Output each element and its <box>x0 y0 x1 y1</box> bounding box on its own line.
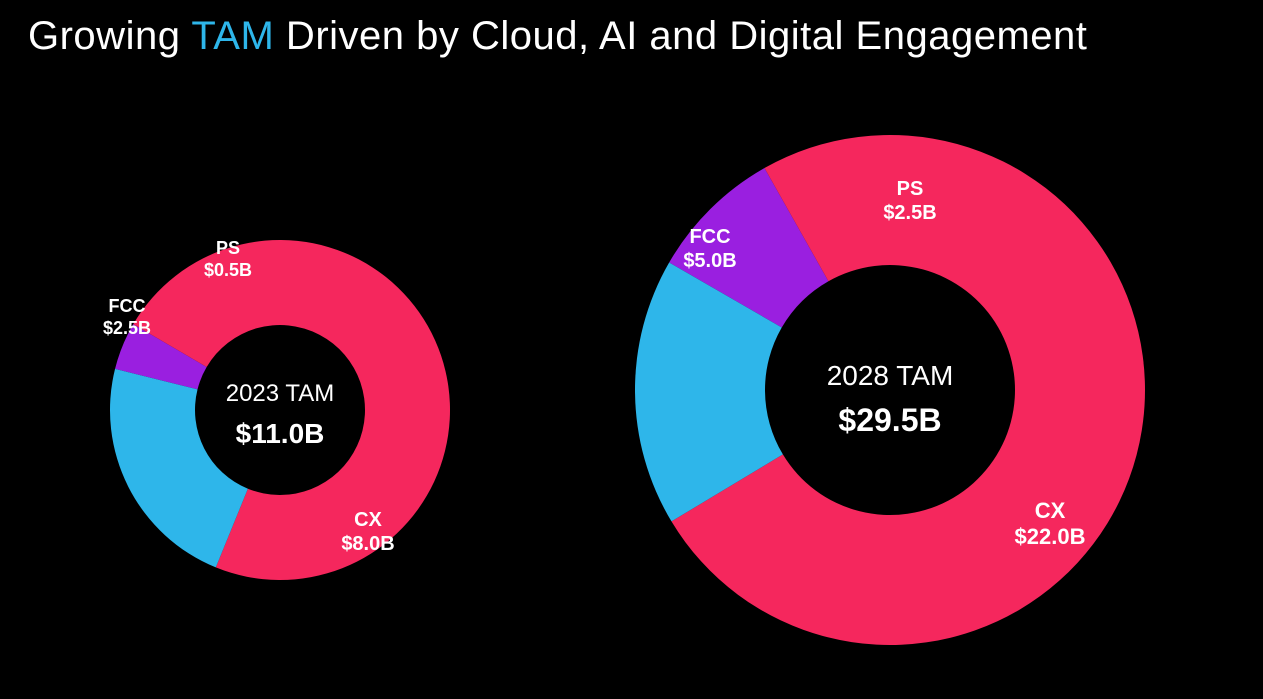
segment-name: PS <box>870 177 950 201</box>
segment-name: CX <box>328 508 408 532</box>
title-accent: TAM <box>191 14 274 58</box>
title-pre: Growing <box>28 14 191 58</box>
page-title: Growing TAM Driven by Cloud, AI and Digi… <box>28 14 1087 59</box>
segment-name: PS <box>188 238 268 260</box>
donut-center-title: 2023 TAM <box>180 380 380 408</box>
title-post: Driven by Cloud, AI and Digital Engageme… <box>274 14 1087 58</box>
segment-label-fcc: FCC$2.5B <box>87 296 167 339</box>
segment-value: $2.5B <box>870 201 950 225</box>
donut-center-label: 2028 TAM $29.5B <box>790 360 990 439</box>
segment-label-cx: CX$8.0B <box>328 508 408 556</box>
segment-value: $8.0B <box>328 532 408 556</box>
segment-value: $22.0B <box>1010 524 1090 550</box>
segment-label-cx: CX$22.0B <box>1010 498 1090 551</box>
segment-name: FCC <box>87 296 167 318</box>
donut-center-title: 2028 TAM <box>790 360 990 392</box>
segment-label-fcc: FCC$5.0B <box>670 225 750 273</box>
donut-center-label: 2023 TAM $11.0B <box>180 380 380 450</box>
segment-name: CX <box>1010 498 1090 524</box>
segment-name: FCC <box>670 225 750 249</box>
segment-value: $0.5B <box>188 260 268 282</box>
segment-label-ps: PS$0.5B <box>188 238 268 281</box>
donut-center-total: $11.0B <box>180 418 380 450</box>
donut-center-total: $29.5B <box>790 402 990 439</box>
segment-value: $2.5B <box>87 318 167 340</box>
segment-value: $5.0B <box>670 249 750 273</box>
segment-label-ps: PS$2.5B <box>870 177 950 225</box>
